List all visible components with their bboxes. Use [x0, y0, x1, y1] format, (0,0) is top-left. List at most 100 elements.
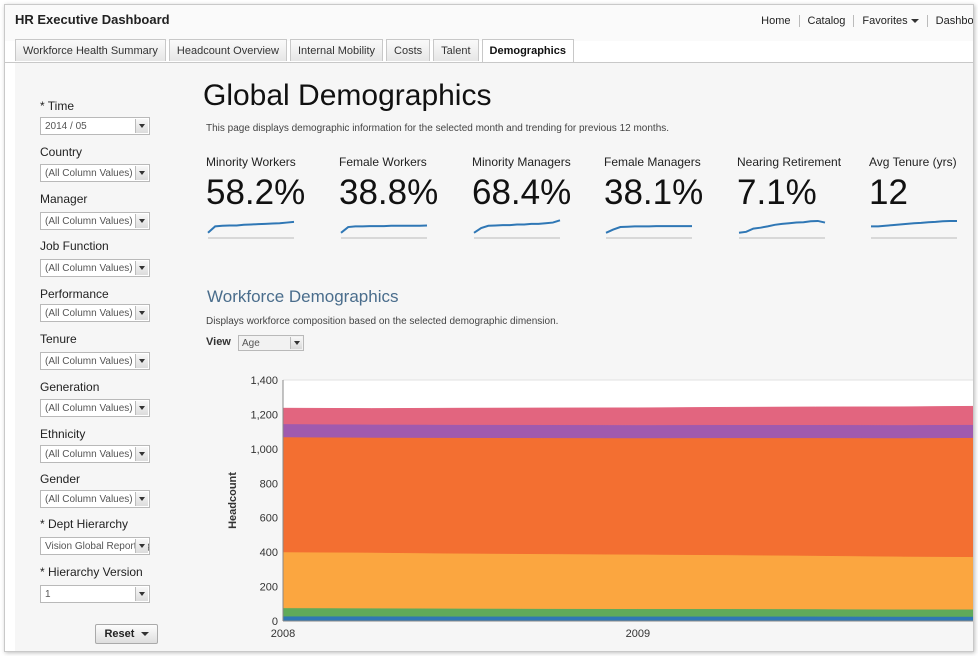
chevron-down-icon — [140, 632, 149, 637]
kpi-sparkline — [340, 224, 428, 239]
kpi-avg-tenure: Avg Tenure (yrs) 12 — [869, 155, 973, 241]
nav-favorites-label: Favorites — [862, 15, 908, 27]
x-tick-label: 2009 — [626, 628, 650, 640]
filter-tenure-select[interactable]: (All Column Values) — [40, 352, 150, 370]
filter-job-function-select[interactable]: (All Column Values) — [40, 259, 150, 277]
kpi-label: Avg Tenure (yrs) — [869, 155, 957, 169]
filter-job-function-value: (All Column Values) — [45, 263, 133, 274]
tab-workforce-health-summary[interactable]: Workforce Health Summary — [15, 39, 166, 61]
kpi-minority-workers: Minority Workers 58.2% — [206, 155, 331, 241]
global-nav: Home Catalog Favorites Dashboards — [753, 15, 973, 27]
filter-ethnicity-value: (All Column Values) — [45, 449, 133, 460]
filter-label-dept-hierarchy: * Dept Hierarchy — [40, 517, 129, 531]
chevron-down-icon — [135, 587, 148, 601]
y-tick-label: 0 — [272, 616, 278, 628]
y-tick-label: 400 — [260, 547, 278, 559]
filter-time-select[interactable]: 2014 / 05 — [40, 117, 150, 135]
nav-dashboards-menu[interactable]: Dashboards — [926, 15, 973, 27]
filter-generation-select[interactable]: (All Column Values) — [40, 399, 150, 417]
area-series[interactable] — [282, 423, 974, 439]
x-tick-label: 2008 — [271, 628, 295, 640]
filter-time-value: 2014 / 05 — [45, 121, 87, 132]
kpi-label: Nearing Retirement — [737, 155, 842, 169]
y-tick-label: 200 — [260, 582, 278, 594]
filter-label-manager: Manager — [40, 192, 88, 206]
area-series[interactable] — [282, 551, 974, 610]
tab-headcount-overview[interactable]: Headcount Overview — [168, 39, 287, 61]
kpi-minority-managers: Minority Managers 68.4% — [472, 155, 597, 241]
content-area: * Time 2014 / 05 Country (All Column Val… — [15, 63, 974, 651]
area-series[interactable] — [282, 405, 974, 426]
nav-catalog-link[interactable]: Catalog — [798, 15, 854, 27]
filter-performance-select[interactable]: (All Column Values) — [40, 304, 150, 322]
tab-talent[interactable]: Talent — [433, 39, 479, 61]
nav-home-link[interactable]: Home — [761, 15, 791, 27]
chevron-down-icon — [135, 119, 148, 133]
tab-costs[interactable]: Costs — [386, 39, 431, 61]
sparkline-trend — [871, 219, 957, 228]
workforce-demographics-chart: 0 200 400 600 800 1,000 1,200 1,400 2008 2009 Head… — [227, 375, 974, 640]
y-tick-label: 600 — [260, 513, 278, 525]
filter-ethnicity-select[interactable]: (All Column Values) — [40, 445, 150, 463]
kpi-value: 58.2% — [206, 173, 306, 212]
filter-tenure-value: (All Column Values) — [45, 356, 133, 367]
filter-country-value: (All Column Values) — [45, 168, 133, 179]
tab-demographics[interactable]: Demographics — [481, 39, 574, 63]
filter-country-select[interactable]: (All Column Values) — [40, 164, 150, 182]
filter-panel: * Time 2014 / 05 Country (All Column Val… — [15, 63, 190, 651]
chevron-down-icon — [135, 492, 148, 506]
kpi-sparkline — [738, 219, 826, 239]
y-tick-label: 1,000 — [250, 444, 278, 456]
dashboard-window: HR Executive Dashboard Home Catalog Favo… — [4, 4, 974, 652]
dashboard-tabs: Workforce Health Summary Headcount Overv… — [15, 39, 577, 63]
filter-hierarchy-version-select[interactable]: 1 — [40, 585, 150, 603]
sparkline-trend — [738, 219, 826, 234]
main-panel: Global Demographics This page displays d… — [200, 63, 974, 651]
filter-label-ethnicity: Ethnicity — [40, 427, 86, 441]
kpi-female-managers: Female Managers 38.1% — [604, 155, 729, 241]
filter-label-job-function: Job Function — [40, 239, 109, 253]
filter-label-country: Country — [40, 145, 83, 159]
tab-internal-mobility[interactable]: Internal Mobility — [290, 39, 384, 61]
view-dimension-select[interactable]: Age — [238, 335, 304, 351]
reset-button[interactable]: Reset — [95, 624, 158, 644]
filter-dept-hierarchy-select[interactable]: Vision Global Reporting — [40, 537, 150, 555]
view-dimension-value: Age — [242, 338, 260, 349]
kpi-label: Minority Workers — [206, 155, 296, 169]
y-axis-title: Headcount — [227, 472, 239, 529]
section-description: Displays workforce composition based on … — [206, 316, 559, 327]
chevron-down-icon — [135, 306, 148, 320]
filter-performance-value: (All Column Values) — [45, 308, 133, 319]
filter-label-time: * Time — [40, 99, 75, 113]
kpi-value: 38.8% — [339, 173, 439, 212]
kpi-value: 7.1% — [737, 173, 817, 212]
filter-label-performance: Performance — [40, 287, 109, 301]
nav-favorites-menu[interactable]: Favorites — [853, 15, 926, 27]
kpi-label: Female Workers — [339, 155, 427, 169]
kpi-sparkline — [207, 220, 295, 239]
kpi-label: Female Managers — [604, 155, 701, 169]
sparkline-trend — [605, 225, 692, 234]
kpi-value: 12 — [869, 173, 908, 212]
y-tick-label: 1,400 — [250, 375, 278, 387]
app-title: HR Executive Dashboard — [15, 12, 170, 27]
chevron-down-icon — [910, 19, 919, 24]
area-series[interactable] — [282, 615, 974, 622]
y-tick-label: 1,200 — [250, 409, 278, 421]
chevron-down-icon — [135, 447, 148, 461]
chevron-down-icon — [135, 401, 148, 415]
filter-gender-select[interactable]: (All Column Values) — [40, 490, 150, 508]
filter-manager-select[interactable]: (All Column Values) — [40, 212, 150, 230]
chevron-down-icon — [135, 261, 148, 275]
area-series[interactable] — [282, 436, 974, 558]
filter-dept-hierarchy-value: Vision Global Reporting — [45, 541, 150, 552]
chevron-down-icon — [135, 166, 148, 180]
section-title: Workforce Demographics — [207, 287, 399, 306]
sparkline-trend — [473, 219, 561, 234]
chevron-down-icon — [290, 337, 302, 349]
kpi-sparkline — [871, 219, 957, 239]
kpi-nearing-retirement: Nearing Retirement 7.1% — [737, 155, 862, 241]
sparkline-trend — [340, 224, 428, 234]
kpi-label: Minority Managers — [472, 155, 571, 169]
kpi-sparkline — [605, 225, 692, 239]
